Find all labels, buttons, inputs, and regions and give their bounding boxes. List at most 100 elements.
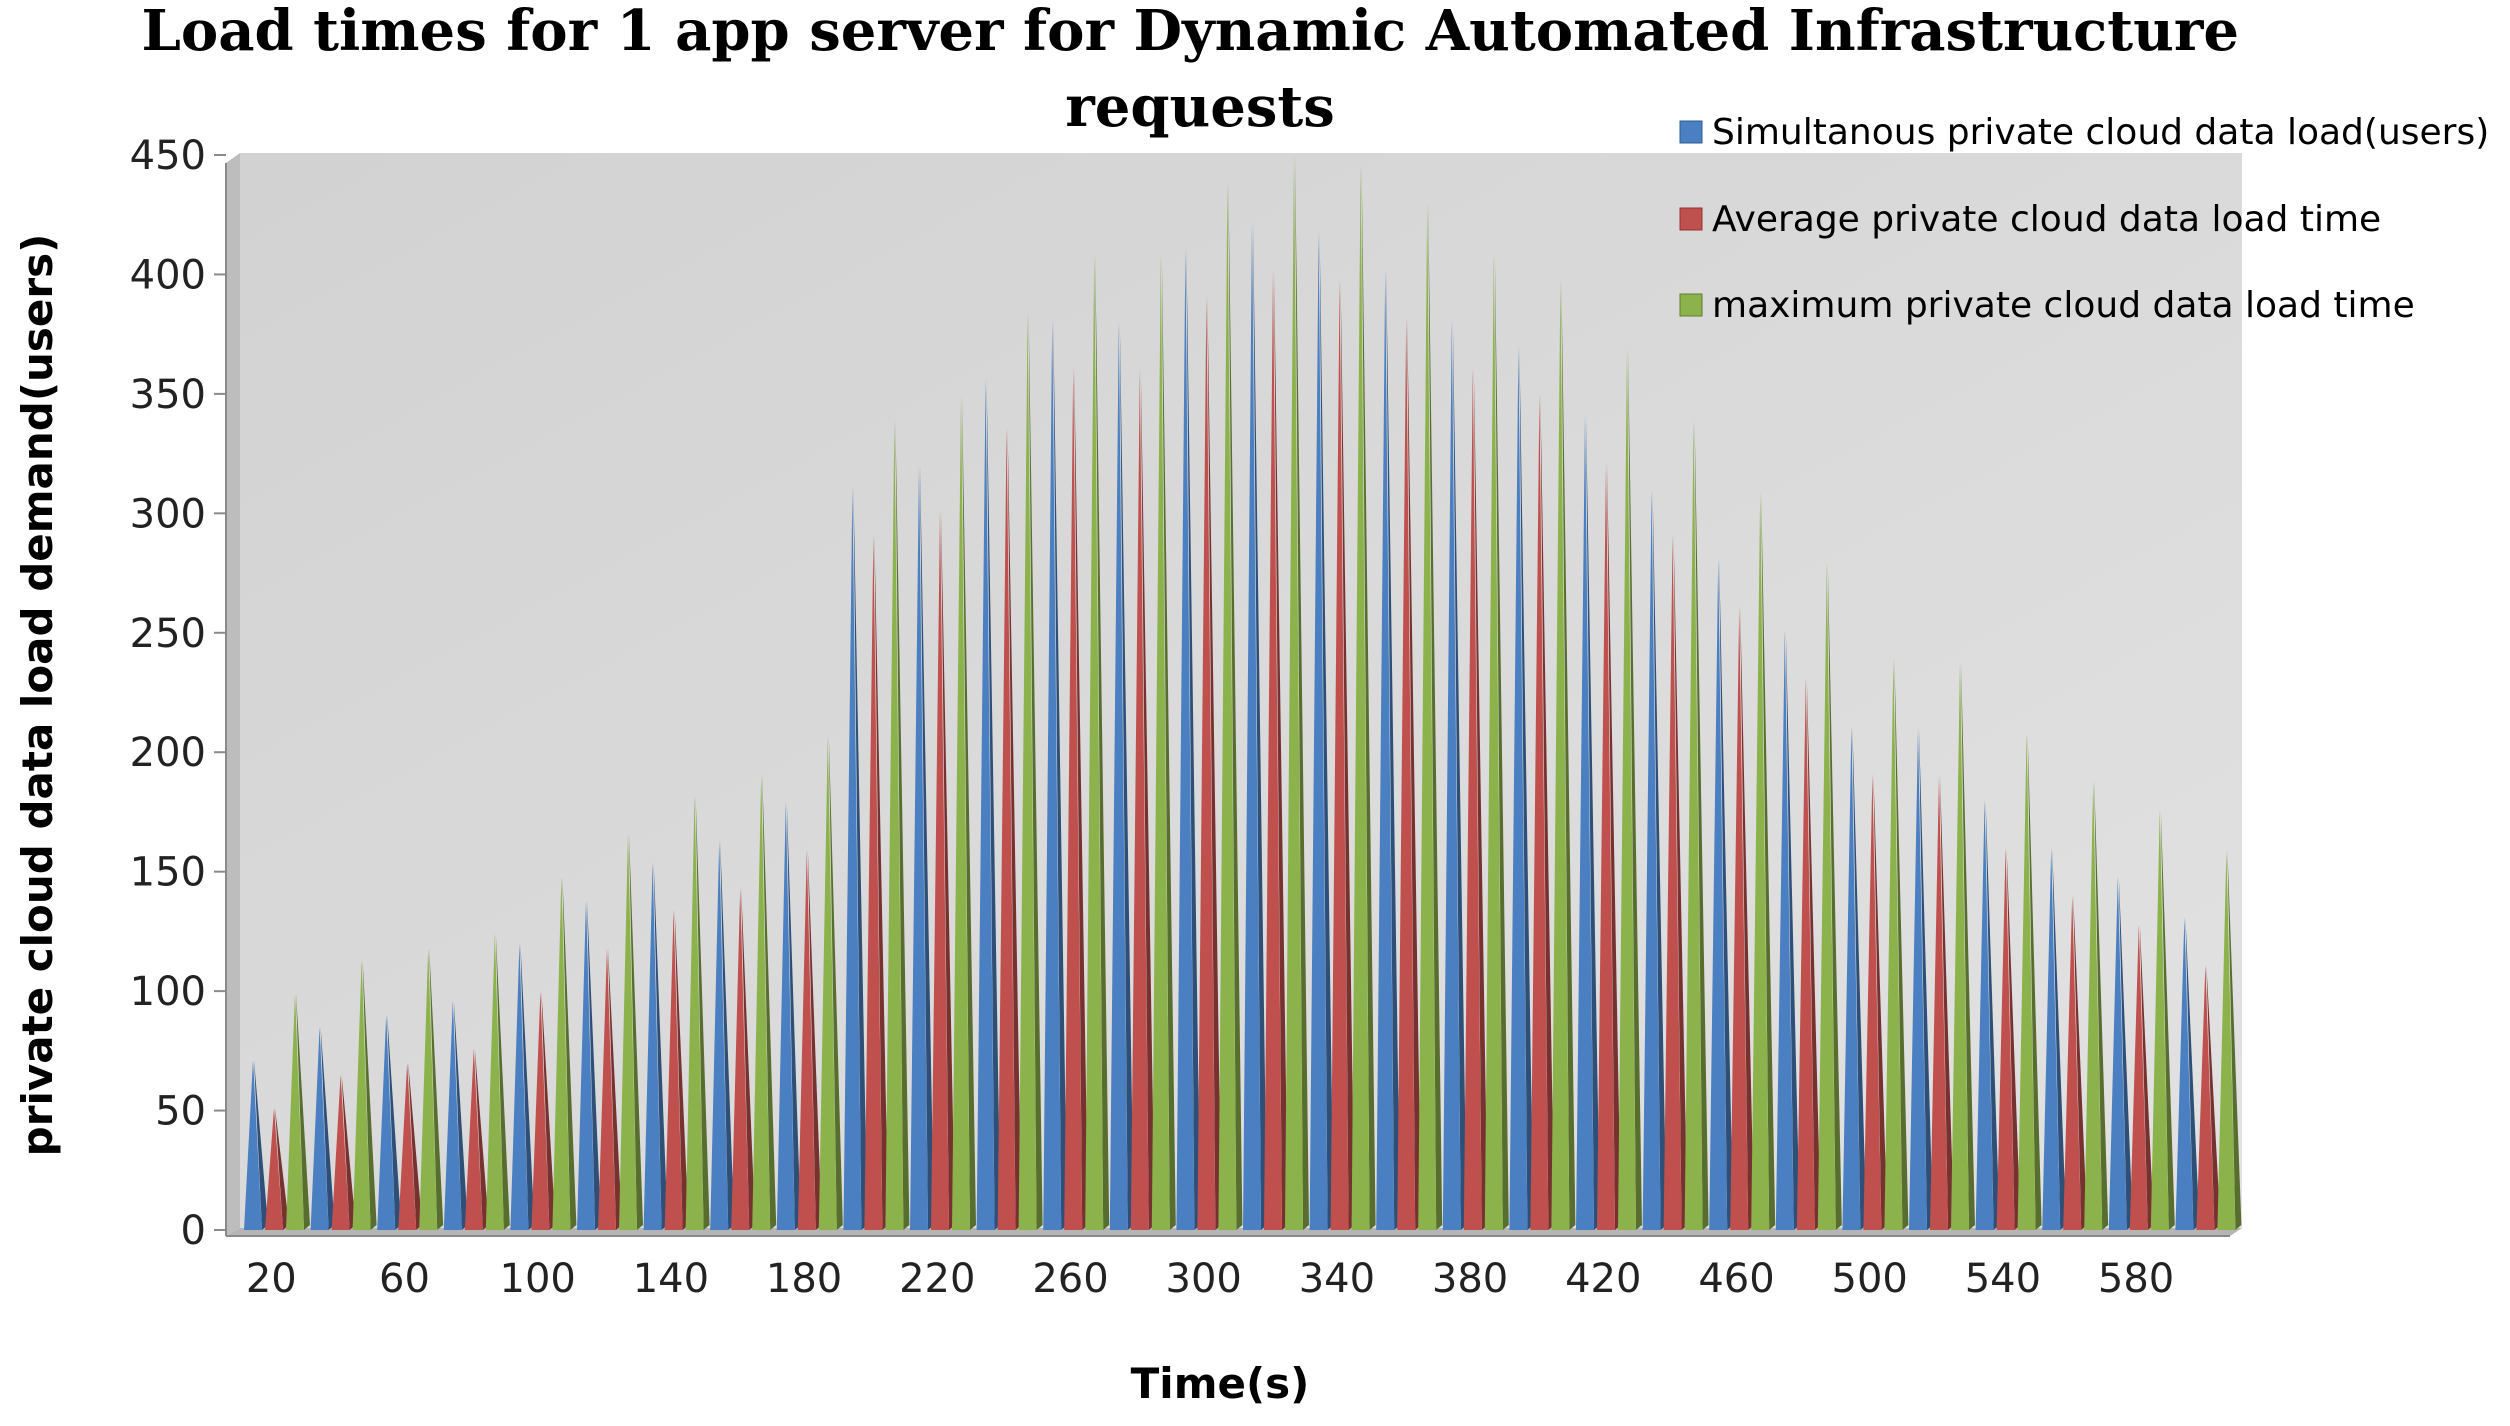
bar-maximum-side [1961, 661, 1975, 1230]
bar-users-side [387, 1015, 402, 1230]
bar-average [1930, 776, 1948, 1230]
bar-average-side [1074, 367, 1089, 1231]
bar-maximum-side [429, 948, 444, 1230]
bar-users [2108, 876, 2127, 1230]
bar-maximum [1018, 312, 1037, 1231]
bar-maximum-side [1761, 491, 1776, 1230]
bar-average [598, 948, 616, 1230]
bar-users [1576, 415, 1594, 1230]
bar-average [1663, 534, 1682, 1230]
bar-users-side [653, 862, 668, 1230]
bar-maximum [752, 773, 771, 1230]
bar-maximum [286, 993, 304, 1230]
y-axis-title: private cloud data load demand(users) [13, 234, 62, 1157]
bar-users [1109, 322, 1128, 1230]
bar-users-side [453, 1000, 468, 1230]
bar-average-side [1873, 773, 1888, 1230]
x-tick-label: 500 [1832, 1256, 1908, 1302]
bar-maximum [2150, 809, 2169, 1230]
bar-users-side [1253, 221, 1267, 1230]
bar-maximum-side [2027, 733, 2042, 1230]
bar-users-side [986, 379, 1001, 1230]
bar-average-side [541, 991, 556, 1230]
bar-average [864, 534, 883, 1230]
x-tick-group: 20 60 100 140 180 220 260 300 340 380 420 460 500 540… [246, 1256, 2174, 1302]
bar-average [2196, 964, 2215, 1230]
bar-maximum [485, 933, 504, 1230]
bar-maximum-side [495, 933, 510, 1230]
bar-maximum [1551, 279, 1570, 1230]
bar-maximum-side [962, 396, 976, 1230]
bar-average [1064, 367, 1083, 1231]
bar-average-side [741, 888, 756, 1230]
bar-users [643, 862, 662, 1230]
bar-maximum-side [1628, 348, 1642, 1230]
bar-average-side [1274, 269, 1288, 1231]
y-tick-label: 450 [130, 133, 206, 179]
x-tick-label: 580 [2098, 1256, 2174, 1302]
x-tick-label: 60 [379, 1256, 430, 1302]
y-tick-label: 400 [130, 252, 206, 298]
x-tick-label: 100 [500, 1256, 576, 1302]
bar-average [1530, 393, 1549, 1230]
x-tick-label: 300 [1166, 1256, 1242, 1302]
bar-maximum-side [2227, 850, 2242, 1230]
bar-maximum-side [1894, 659, 1909, 1230]
y-tick-label: 100 [130, 969, 206, 1015]
bar-average-side [1607, 463, 1621, 1231]
bar-maximum [2084, 780, 2103, 1230]
chart-title-line-2: requests [1065, 74, 1335, 140]
bar-maximum-side [695, 795, 710, 1230]
bar-maximum-side [1028, 312, 1043, 1231]
bar-users-side [254, 1060, 268, 1230]
bar-average [1863, 773, 1882, 1230]
x-tick-label: 460 [1698, 1256, 1774, 1302]
bar-maximum [2017, 733, 2036, 1230]
bar-users-side [1985, 800, 2000, 1230]
bar-average-side [408, 1062, 423, 1230]
plot-side-wall [226, 153, 240, 1236]
bar-maximum [1684, 420, 1703, 1231]
bar-average [1264, 269, 1282, 1231]
bar-average-side [1407, 317, 1422, 1230]
bar-users-side [1919, 728, 1933, 1230]
bar-users-side [720, 840, 735, 1230]
x-tick-label: 420 [1565, 1256, 1641, 1302]
bar-users [710, 840, 729, 1230]
bar-users-side [1452, 319, 1467, 1230]
bar-maximum-side [1494, 252, 1509, 1230]
bar-maximum-side [1694, 420, 1709, 1231]
bar-maximum-side [1561, 279, 1576, 1230]
bar-users [1309, 231, 1328, 1230]
x-tick-label: 180 [766, 1256, 842, 1302]
bar-average-side [2006, 847, 2021, 1230]
bar-average [997, 427, 1016, 1230]
bar-users [1975, 800, 1994, 1230]
bar-average [1996, 847, 2015, 1230]
bar-users [1642, 489, 1661, 1230]
bar-users [1442, 319, 1461, 1230]
bar-average-side [874, 534, 889, 1230]
bar-users [1376, 269, 1395, 1231]
chart-legend: Simultanous private cloud data load(user… [1679, 112, 2489, 326]
chart-title-line-1: Load times for 1 app server for Dynamic … [142, 0, 2239, 64]
bar-maximum [885, 420, 904, 1231]
bar-average-side [1207, 295, 1222, 1230]
bar-maximum [685, 795, 704, 1230]
bar-average [1397, 317, 1416, 1230]
bar-average [1197, 295, 1216, 1230]
bar-users [976, 379, 995, 1230]
bar-users-side [2118, 876, 2133, 1230]
x-tick-label: 20 [246, 1256, 297, 1302]
bar-average [2129, 924, 2148, 1230]
y-tick-label: 250 [130, 611, 206, 657]
bar-average-side [674, 909, 689, 1230]
bar-users [443, 1000, 462, 1230]
bar-average-side [807, 850, 822, 1230]
bar-users-side [587, 900, 601, 1230]
bar-average-side [608, 948, 622, 1230]
bar-average-side [474, 1048, 489, 1230]
bar-maximum-side [629, 833, 643, 1230]
bar-users [1709, 558, 1728, 1230]
bar-average [1130, 370, 1149, 1230]
